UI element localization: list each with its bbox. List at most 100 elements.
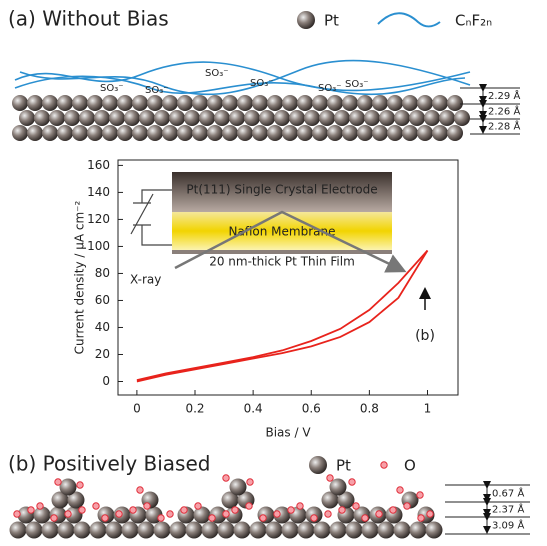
o-atom	[349, 479, 355, 485]
pt-atom	[186, 522, 203, 539]
pt-atom	[138, 522, 155, 539]
pt-atom	[162, 125, 178, 141]
pt-atom	[447, 95, 463, 111]
pt-atom	[282, 95, 298, 111]
polymer-legend-line	[378, 13, 440, 26]
pt-atom	[289, 110, 305, 126]
pt-atom	[417, 95, 433, 111]
legend-label: O	[404, 457, 416, 475]
sulfonate-label: SO₃⁻	[345, 79, 369, 90]
pt-atom	[394, 110, 410, 126]
legend-label: CₙF₂ₙ	[455, 12, 492, 30]
pt-atom	[124, 110, 140, 126]
pt-atom	[297, 125, 313, 141]
pt-atom	[207, 125, 223, 141]
pt-atom	[282, 522, 299, 539]
pt-atom	[297, 11, 315, 29]
legend-label: Pt	[336, 457, 351, 475]
y-tick-label: 20	[95, 347, 110, 361]
pt-atom	[334, 110, 350, 126]
pt-atom	[327, 95, 343, 111]
pt-atom	[12, 125, 28, 141]
pt-atom	[214, 110, 230, 126]
o-atom	[353, 503, 359, 509]
data-line	[137, 250, 428, 380]
pt-atom	[87, 95, 103, 111]
pt-atom	[192, 125, 208, 141]
pt-atom	[387, 125, 403, 141]
pt-atom	[346, 522, 363, 539]
pt-atom	[297, 95, 313, 111]
y-tick-label: 140	[87, 185, 110, 199]
pt-atom	[19, 110, 35, 126]
pt-atom	[162, 95, 178, 111]
pt-atom	[274, 110, 290, 126]
y-tick-label: 160	[87, 158, 110, 172]
pt-atom	[364, 110, 380, 126]
inset-label: Pt(111) Single Crystal Electrode	[186, 183, 377, 197]
pt-atom	[122, 522, 139, 539]
pt-atom	[177, 95, 193, 111]
pt-atom	[74, 522, 91, 539]
pt-atom	[147, 125, 163, 141]
o-atom	[339, 507, 345, 513]
o-atom	[274, 511, 280, 517]
x-tick-label: 0.2	[185, 402, 204, 416]
pt-atom	[132, 125, 148, 141]
pt-atom	[298, 522, 315, 539]
pt-atom	[170, 522, 187, 539]
o-atom	[28, 507, 34, 513]
y-tick-label: 60	[95, 293, 110, 307]
pt-atom	[252, 125, 268, 141]
pt-atom	[139, 110, 155, 126]
pt-atom	[42, 522, 59, 539]
o-atom	[223, 511, 229, 517]
pt-atom	[330, 522, 347, 539]
pt-atom	[309, 456, 327, 474]
pt-atom	[154, 522, 171, 539]
spacing-label: 3.09 Å	[492, 519, 524, 532]
spacing-label: 2.26 Å	[488, 105, 520, 118]
x-tick-label: 0.4	[244, 402, 263, 416]
pt-atom	[342, 125, 358, 141]
spacing-label: 2.37 Å	[492, 503, 524, 516]
o-atom	[209, 515, 215, 521]
o-atom	[362, 515, 368, 521]
pt-atom	[147, 95, 163, 111]
pt-atom	[42, 95, 58, 111]
pt-atom	[372, 125, 388, 141]
pt-atom	[222, 125, 238, 141]
pt-atom	[426, 522, 443, 539]
sulfonate-label: SO₃⁻	[205, 68, 229, 79]
o-atom	[37, 503, 43, 509]
pt-atom	[258, 507, 275, 524]
o-atom	[325, 511, 331, 517]
y-tick-label: 40	[95, 320, 110, 334]
pt-atom	[154, 110, 170, 126]
circuit	[131, 190, 172, 245]
pt-atom	[417, 125, 433, 141]
y-axis-label: Current density / μA cm⁻²	[73, 200, 87, 354]
pt-atom	[79, 110, 95, 126]
o-atom	[14, 511, 20, 517]
pt-atom	[58, 522, 75, 539]
pt-atom	[184, 110, 200, 126]
o-atom	[116, 511, 122, 517]
pt-atom	[199, 110, 215, 126]
pt-atom	[222, 95, 238, 111]
pt-atom	[402, 125, 418, 141]
pt-atom	[102, 125, 118, 141]
polymer-chain	[20, 61, 470, 95]
x-tick-label: 0	[133, 402, 141, 416]
pt-atom	[349, 110, 365, 126]
pt-atom	[49, 110, 65, 126]
o-atom	[311, 515, 317, 521]
pt-atom	[237, 125, 253, 141]
pt-atom	[72, 95, 88, 111]
o-atom	[417, 492, 423, 498]
pt-atom	[312, 125, 328, 141]
xray-label: X-ray	[130, 273, 161, 287]
pt-atom	[282, 125, 298, 141]
o-atom	[260, 515, 266, 521]
